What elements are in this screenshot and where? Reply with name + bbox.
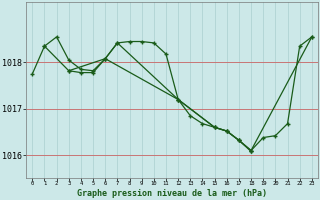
X-axis label: Graphe pression niveau de la mer (hPa): Graphe pression niveau de la mer (hPa) — [77, 189, 267, 198]
